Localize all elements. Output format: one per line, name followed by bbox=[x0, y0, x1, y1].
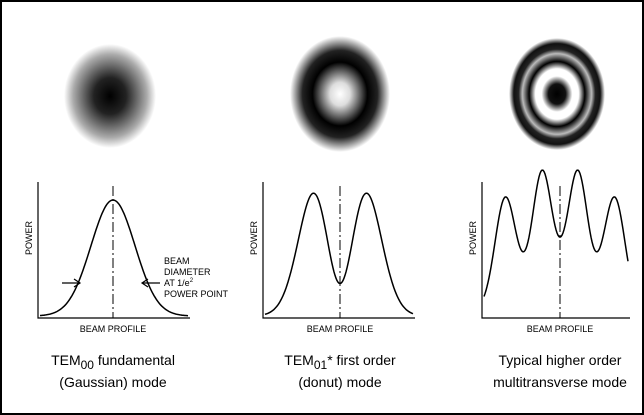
x-axis-label: BEAM PROFILE bbox=[307, 324, 374, 334]
caption-subscript: 00 bbox=[81, 358, 95, 372]
caption-line: Typical higher order bbox=[499, 352, 622, 368]
annotation: DIAMETER bbox=[164, 267, 211, 277]
y-axis-label: POWER bbox=[468, 221, 478, 256]
y-axis-label: POWER bbox=[249, 221, 259, 256]
diagram: POWERBEAM PROFILETEM00 fundamental(Gauss… bbox=[0, 0, 644, 415]
beam-spot bbox=[509, 38, 605, 150]
caption-line: (Gaussian) mode bbox=[59, 374, 167, 390]
annotation: BEAM bbox=[164, 256, 190, 266]
caption-text: fundamental bbox=[94, 352, 175, 368]
x-axis-label: BEAM PROFILE bbox=[80, 324, 147, 334]
caption-line: (donut) mode bbox=[298, 374, 381, 390]
caption-subscript: 01 bbox=[314, 358, 328, 372]
caption-text: TEM bbox=[51, 352, 81, 368]
annotation: AT 1/e2 bbox=[164, 278, 194, 288]
caption-text: * first order bbox=[327, 352, 396, 368]
caption-line: multitransverse mode bbox=[493, 374, 627, 390]
y-axis-label: POWER bbox=[24, 221, 34, 256]
annotation: POWER POINT bbox=[164, 289, 229, 299]
x-axis-label: BEAM PROFILE bbox=[527, 324, 594, 334]
caption-text: Typical higher order bbox=[499, 352, 622, 368]
caption-text: TEM bbox=[284, 352, 314, 368]
beam-spot bbox=[64, 44, 156, 148]
beam-spot bbox=[290, 36, 390, 152]
